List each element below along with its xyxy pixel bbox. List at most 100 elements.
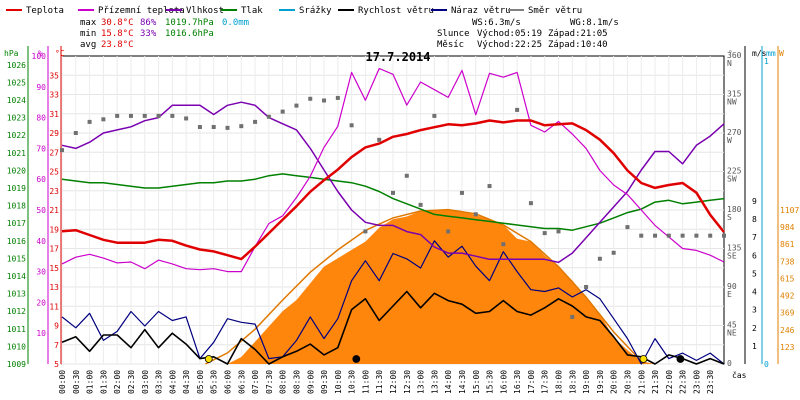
solar-area — [62, 209, 724, 364]
w-tick-3: 738 — [780, 257, 795, 266]
wind-dir-point-16 — [280, 109, 285, 114]
mm-tick-0: 1 — [764, 57, 769, 66]
x-tick-39: 19:30 — [596, 370, 605, 394]
theoretical-solar-line — [205, 208, 645, 365]
x-tick-12: 06:00 — [224, 370, 233, 394]
hpa-tick-15: 1011 — [7, 325, 26, 334]
hpa-tick-8: 1018 — [7, 202, 26, 211]
dir-tick-5: 135 — [727, 244, 742, 253]
hpa-tick-13: 1013 — [7, 290, 26, 299]
w-tick-4: 615 — [780, 274, 795, 283]
x-tick-1: 00:30 — [72, 370, 81, 394]
x-tick-38: 19:00 — [582, 370, 591, 394]
x-tick-3: 01:30 — [99, 370, 108, 394]
x-tick-45: 22:30 — [679, 370, 688, 394]
dir-name-2: W — [727, 136, 732, 145]
hpa-tick-1: 1025 — [7, 78, 26, 87]
pct-tick-9: 10 — [36, 329, 46, 338]
x-tick-36: 18:00 — [555, 370, 564, 394]
wind-dir-point-17 — [294, 103, 299, 108]
temp-tick-1: 33 — [49, 91, 59, 100]
temp-tick-13: 9 — [54, 322, 59, 331]
wind-dir-point-40 — [611, 250, 616, 255]
w-tick-2: 861 — [780, 240, 795, 249]
wind-dir-point-1 — [73, 131, 78, 135]
hpa-tick-14: 1012 — [7, 307, 26, 316]
wind-dir-point-21 — [349, 123, 354, 128]
gust-line — [61, 240, 725, 365]
temp-tick-8: 19 — [49, 225, 59, 234]
wind-dir-point-31 — [487, 184, 492, 189]
stat-avg-temp: 23.8°C — [101, 40, 134, 50]
ms-tick-1: 8 — [752, 215, 757, 224]
hpa-tick-3: 1023 — [7, 114, 26, 123]
ms-tick-2: 7 — [752, 233, 757, 242]
axis-label-temp: °C — [55, 49, 65, 58]
hpa-tick-16: 1010 — [7, 342, 26, 351]
pct-tick-4: 60 — [36, 175, 46, 184]
dir-name-0: N — [727, 59, 732, 68]
x-tick-30: 15:00 — [472, 370, 481, 394]
legend-label-6: Náraz větru — [451, 6, 511, 16]
temp-tick-4: 27 — [49, 148, 59, 157]
axis-label-w: W — [779, 49, 784, 58]
wind-dir-point-33 — [515, 107, 520, 112]
temp-tick-12: 11 — [49, 302, 59, 311]
wind-dir-point-35 — [542, 231, 547, 236]
ground-temp-line — [61, 67, 725, 273]
pct-tick-5: 50 — [36, 206, 46, 215]
dir-tick-2: 270 — [727, 128, 742, 137]
w-tick-7: 246 — [780, 326, 795, 335]
humidity-line — [61, 101, 725, 264]
stat-sun-label: Slunce — [437, 29, 470, 39]
wind-dir-point-37 — [570, 314, 575, 319]
pct-tick-1: 90 — [36, 83, 46, 92]
legend-label-0: Teplota — [26, 6, 64, 16]
hpa-tick-12: 1014 — [7, 272, 26, 281]
x-tick-23: 11:30 — [375, 370, 384, 394]
dir-name-1: NW — [727, 98, 737, 107]
x-tick-31: 15:30 — [486, 370, 495, 394]
wind-dir-point-44 — [666, 233, 671, 238]
hpa-tick-2: 1024 — [7, 96, 26, 105]
wind-dir-point-0 — [60, 148, 64, 153]
x-tick-5: 02:30 — [127, 370, 136, 394]
sunrise-marker — [204, 355, 213, 363]
axis-label-ms: m/s — [752, 49, 767, 58]
wind-dir-point-39 — [597, 256, 602, 261]
wind-dir-point-45 — [680, 233, 685, 238]
x-tick-2: 01:00 — [86, 370, 95, 394]
x-tick-7: 03:30 — [155, 370, 164, 394]
wind-dir-point-42 — [639, 233, 644, 238]
x-tick-41: 20:30 — [623, 370, 632, 394]
stat-moon-label: Měsíc — [437, 40, 464, 50]
stat-max-label: max — [80, 18, 97, 28]
ms-tick-3: 6 — [752, 251, 757, 260]
wind-dir-point-25 — [404, 173, 409, 178]
dir-tick-3: 225 — [727, 167, 742, 176]
stat-sunset: Západ:21:05 — [548, 29, 608, 39]
temp-tick-15: 5 — [54, 360, 59, 369]
wind-dir-point-10 — [197, 125, 202, 130]
hpa-tick-7: 1019 — [7, 184, 26, 193]
dir-name-4: S — [727, 213, 732, 222]
pct-tick-6: 40 — [36, 237, 46, 246]
x-tick-9: 04:30 — [182, 370, 191, 394]
wind-dir-point-24 — [391, 190, 395, 195]
stat-min-label: min — [80, 29, 96, 39]
x-tick-14: 07:00 — [251, 370, 260, 394]
dir-name-7: NE — [727, 329, 737, 338]
ms-tick-8: 1 — [752, 342, 757, 351]
legend: Teplota Přízemní teplota Vlhkost Tlak Srážky… — [6, 6, 582, 16]
wind-dir-point-34 — [528, 201, 533, 206]
temp-tick-2: 31 — [49, 110, 59, 119]
x-tick-44: 22:00 — [665, 370, 674, 394]
stat-moonset: Západ:10:40 — [548, 40, 608, 50]
axis-label-pct: % — [38, 49, 43, 58]
wind-dir-point-15 — [266, 114, 271, 119]
hpa-tick-10: 1016 — [7, 237, 26, 246]
ms-tick-6: 3 — [752, 306, 757, 315]
x-tick-33: 16:30 — [513, 370, 522, 394]
wind-dir-point-3 — [101, 117, 106, 122]
